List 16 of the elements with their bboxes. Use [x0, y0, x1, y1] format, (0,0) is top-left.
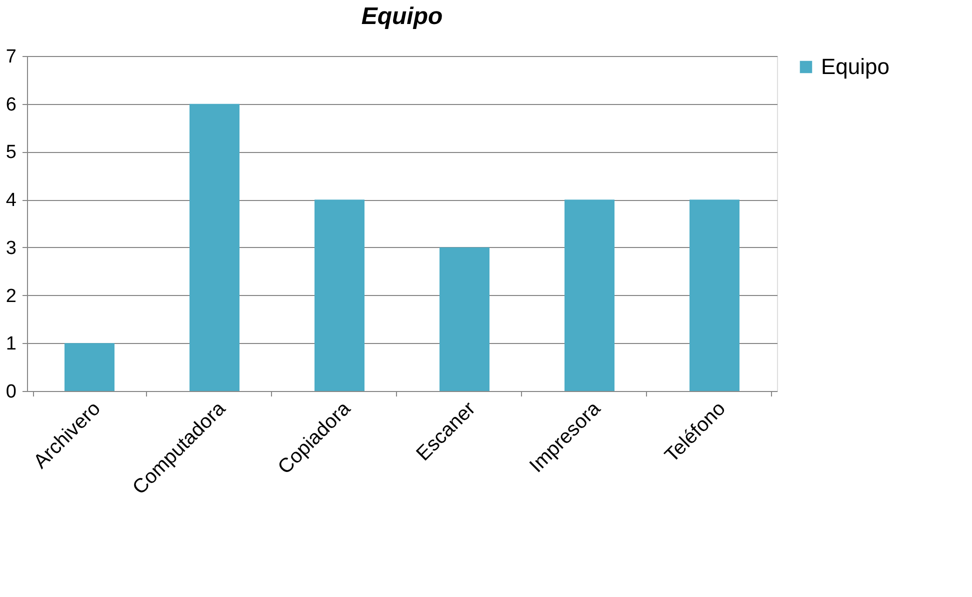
- y-tick-label: 2: [6, 286, 16, 307]
- legend-label: Equipo: [821, 54, 890, 79]
- y-tick-label: 1: [6, 334, 16, 355]
- bar: [440, 247, 490, 391]
- y-tick-label: 5: [6, 142, 16, 164]
- y-tick-label: 0: [6, 382, 16, 402]
- bar: [190, 104, 240, 391]
- bar: [690, 200, 740, 391]
- bar: [564, 200, 614, 391]
- y-tick-label: 4: [6, 190, 17, 212]
- bar: [314, 200, 364, 391]
- bar: [64, 343, 114, 391]
- y-tick-label: 3: [6, 238, 16, 259]
- y-tick-label: 7: [6, 46, 16, 68]
- y-tick-label: 6: [6, 94, 16, 116]
- chart-title: Equipo: [361, 3, 443, 30]
